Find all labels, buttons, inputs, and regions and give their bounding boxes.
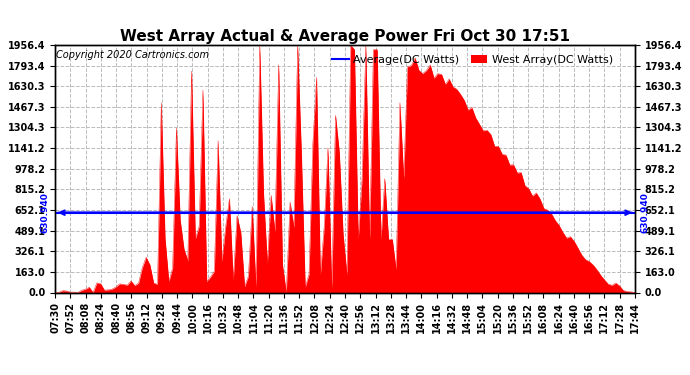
Legend: Average(DC Watts), West Array(DC Watts): Average(DC Watts), West Array(DC Watts): [328, 51, 618, 69]
Text: Copyright 2020 Cartronics.com: Copyright 2020 Cartronics.com: [56, 50, 209, 60]
Text: 630.940: 630.940: [640, 192, 649, 233]
Title: West Array Actual & Average Power Fri Oct 30 17:51: West Array Actual & Average Power Fri Oc…: [120, 29, 570, 44]
Text: 630.940: 630.940: [41, 192, 50, 233]
